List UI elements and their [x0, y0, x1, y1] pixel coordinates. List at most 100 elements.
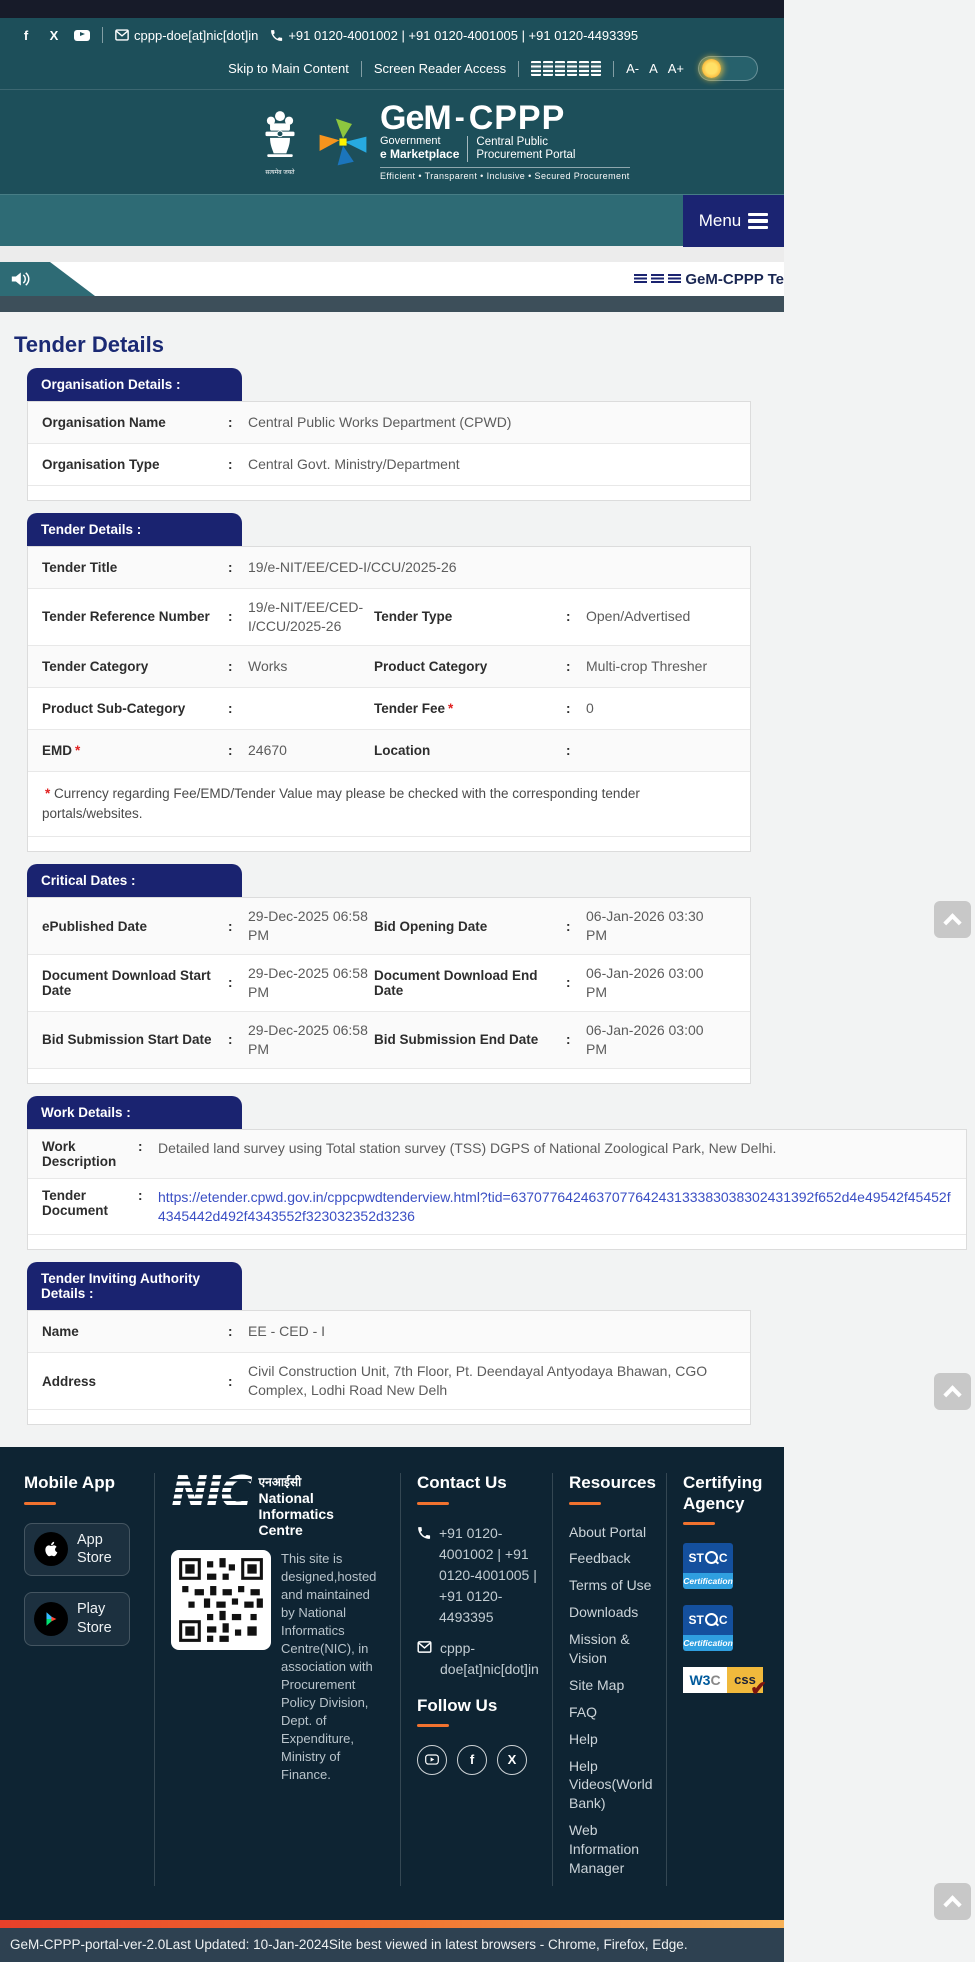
footer-link-terms[interactable]: Terms of Use — [569, 1577, 652, 1594]
youtube-icon[interactable] — [74, 27, 90, 43]
row-value: 29-Dec-2025 06:58 PM — [248, 908, 368, 944]
logo-gem: GeM — [380, 99, 452, 137]
flag-icon — [579, 61, 590, 76]
font-normal-button[interactable]: A — [649, 61, 658, 76]
row-value: 0 — [586, 699, 594, 716]
row-label: Bid Opening Date — [374, 918, 488, 934]
scroll-to-top-button[interactable] — [934, 901, 971, 938]
chevron-up-icon — [943, 1385, 962, 1404]
tender-details-section: Tender Details : Tender Title : 19/e-NIT… — [27, 513, 784, 853]
logo-gov-marketplace: Government e Marketplace — [380, 135, 459, 162]
nic-logo: NIC — [171, 1471, 252, 1538]
youtube-icon[interactable] — [417, 1744, 447, 1775]
topbar-email-text: cppp-doe[at]nic[dot]in — [134, 27, 259, 43]
colon: : — [228, 560, 233, 575]
organisation-table: Organisation Name : Central Public Works… — [27, 401, 751, 501]
ticker-speaker-tab[interactable] — [0, 262, 95, 296]
footer-nic-column: NIC एनआईसी National Informatics Centre — [154, 1471, 400, 1886]
required-star: * — [45, 785, 51, 801]
topbar-access-row: Skip to Main Content Screen Reader Acces… — [0, 52, 784, 90]
facebook-icon[interactable]: f — [23, 27, 29, 43]
table-row: Tender Document : https://etender.cpwd.g… — [28, 1179, 966, 1236]
ticker-shadow-bar — [0, 296, 784, 312]
footer-link-mission-vision[interactable]: Mission & Vision — [569, 1631, 630, 1667]
row-value: Civil Construction Unit, 7th Floor, Pt. … — [248, 1363, 708, 1399]
footer-link-about-portal[interactable]: About Portal — [569, 1523, 647, 1540]
footer-link-site-map[interactable]: Site Map — [569, 1676, 625, 1693]
colon: : — [566, 742, 571, 758]
row-value: Open/Advertised — [586, 608, 691, 625]
mobile-app-heading: Mobile App — [24, 1473, 115, 1493]
bottom-bar: GeM-CPPP-portal-ver-2.0 Last Updated: 10… — [0, 1927, 784, 1962]
logo-text-block: GeM - CPPP Government e Marketplace Cent… — [380, 99, 630, 181]
topbar-phone: +91 0120-4001002 | +91 0120-4001005 | +9… — [270, 28, 638, 43]
section-heading-organisation: Organisation Details : — [27, 368, 242, 401]
nic-logo-stripes — [171, 1475, 251, 1535]
row-label: Bid Submission End Date — [374, 1032, 539, 1048]
certifying-agency-heading: Certifying Agency — [683, 1473, 763, 1513]
row-value: Works — [248, 657, 288, 674]
flag-icon — [543, 61, 554, 76]
critical-dates-table: ePublished Date : 29-Dec-2025 06:58 PM B… — [27, 897, 751, 1084]
font-decrease-button[interactable]: A- — [626, 61, 640, 76]
theme-toggle[interactable] — [698, 56, 758, 81]
menu-bar: Menu — [0, 194, 784, 247]
skip-to-main-link[interactable]: Skip to Main Content — [228, 61, 349, 76]
menu-label: Menu — [698, 211, 742, 230]
tender-document-link[interactable]: https://etender.cpwd.gov.in/cppcpwdtende… — [158, 1188, 951, 1224]
x-icon[interactable]: X — [49, 27, 59, 43]
divider — [613, 60, 615, 77]
spacer — [0, 246, 784, 262]
footer-link-faq[interactable]: FAQ — [569, 1703, 598, 1720]
footer-link-help-videos[interactable]: Help Videos(World Bank) — [569, 1757, 653, 1812]
app-store-button[interactable]: App Store — [24, 1522, 130, 1577]
font-increase-button[interactable]: A+ — [667, 61, 684, 76]
tender-inviting-authority-section: Tender Inviting Authority Details : Name… — [27, 1262, 784, 1426]
w3c-css-badge[interactable]: W3 C css ✔ — [683, 1666, 767, 1700]
chevron-up-icon — [943, 913, 962, 932]
page-title: Tender Details — [14, 332, 164, 357]
gem-logo-icon — [319, 118, 367, 166]
footer-link-help[interactable]: Help — [569, 1730, 598, 1747]
footer-phone-text: +91 0120-4001002 | +91 0120-4001005 | +9… — [439, 1524, 537, 1625]
authority-table: Name : EE - CED - I Address : Civil Cons… — [27, 1310, 751, 1426]
row-value: 06-Jan-2026 03:30 PM — [586, 908, 704, 944]
flag-strip-icons — [531, 61, 602, 76]
row-value: 06-Jan-2026 03:00 PM — [586, 965, 704, 1000]
x-icon[interactable]: X — [497, 1744, 527, 1775]
stqc-badge[interactable]: ST C Certification — [683, 1542, 733, 1589]
currency-note: * Currency regarding Fee/EMD/Tender Valu… — [28, 771, 750, 838]
footer-link-downloads[interactable]: Downloads — [569, 1604, 639, 1621]
colon: : — [228, 457, 233, 472]
font-size-controls: A- A A+ — [626, 61, 684, 76]
scroll-to-top-button[interactable] — [934, 1373, 971, 1410]
resources-heading: Resources — [569, 1473, 656, 1493]
colon: : — [228, 1032, 233, 1048]
screen-reader-link[interactable]: Screen Reader Access — [373, 61, 507, 76]
ticker-text: GeM-CPPP Te — [685, 270, 784, 288]
play-store-label: Play Store — [77, 1601, 112, 1637]
row-label: Tender Reference Number — [42, 609, 210, 625]
facebook-icon[interactable]: f — [457, 1744, 487, 1775]
logo-portal-name: Central Public Procurement Portal — [476, 136, 575, 162]
table-tail — [28, 1235, 966, 1250]
hamburger-icon — [748, 212, 769, 230]
play-store-button[interactable]: Play Store — [24, 1592, 130, 1646]
footer-email[interactable]: cppp-doe[at]nic[dot]in — [417, 1638, 539, 1680]
colon: : — [566, 918, 571, 934]
topbar-email[interactable]: cppp-doe[at]nic[dot]in — [115, 28, 258, 43]
logo-emarketplace: e Marketplace — [380, 147, 460, 161]
section-heading-work: Work Details : — [27, 1095, 242, 1129]
nic-description: This site is designed,hosted and maintai… — [281, 1551, 377, 1782]
menu-button[interactable]: Menu — [683, 195, 784, 247]
row-value: Central Govt. Ministry/Department — [248, 456, 460, 473]
footer-resources-column: Resources About Portal Feedback Terms of… — [552, 1473, 666, 1886]
colon: : — [566, 1032, 571, 1048]
stqc-badge[interactable]: ST C Certification — [683, 1604, 733, 1651]
colon: : — [228, 918, 233, 934]
topbar-contact-row: f X cppp-doe[at]nic[dot]in +91 0120-4001… — [0, 18, 784, 52]
footer-link-web-info-manager[interactable]: Web Information Manager — [569, 1822, 640, 1877]
footer-link-feedback[interactable]: Feedback — [569, 1550, 631, 1567]
row-value: EE - CED - I — [248, 1323, 326, 1340]
scroll-to-top-button[interactable] — [934, 1883, 971, 1920]
